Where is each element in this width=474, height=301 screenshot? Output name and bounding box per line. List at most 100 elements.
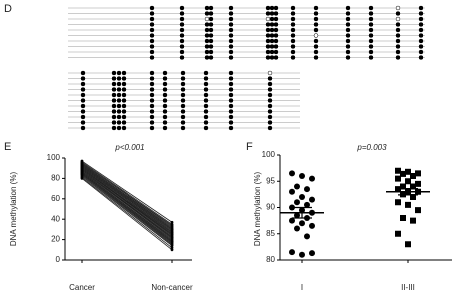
cpg-site xyxy=(116,120,122,125)
cpg-site xyxy=(269,22,275,27)
cpg-site xyxy=(313,27,319,33)
cpg-site xyxy=(395,11,401,16)
pair-line xyxy=(81,165,173,232)
point xyxy=(304,233,310,240)
cpg-site xyxy=(267,103,273,109)
cpg-site xyxy=(162,98,168,103)
cpg-site xyxy=(368,55,374,60)
cpg-site xyxy=(345,55,351,60)
cpg-site xyxy=(418,44,424,49)
pair-line xyxy=(81,174,173,244)
cpg-site xyxy=(80,81,86,87)
cpg-site xyxy=(418,55,424,60)
cpg-site xyxy=(313,16,319,22)
cpg-site xyxy=(265,5,271,11)
point xyxy=(309,250,315,257)
cpg-site xyxy=(180,92,186,98)
cpg-site xyxy=(180,87,186,92)
cpg-site xyxy=(208,5,214,11)
cpg-site xyxy=(313,5,319,11)
cpg-site xyxy=(121,70,127,76)
cpg-site xyxy=(111,109,117,114)
cpg-site xyxy=(204,11,210,16)
cpg-site xyxy=(273,27,279,33)
x-tick-label: II-III xyxy=(401,283,415,292)
cpg-site xyxy=(418,27,424,33)
cpg-site xyxy=(228,103,234,109)
cpg-site xyxy=(204,55,210,60)
cpg-site xyxy=(290,22,296,27)
cpg-site xyxy=(149,16,155,22)
cpg-site xyxy=(267,76,273,81)
y-axis-label: DNA methylation (%) xyxy=(9,172,18,247)
y-tick-label: 0 xyxy=(56,255,61,264)
cpg-site xyxy=(149,125,155,131)
cpg-site xyxy=(368,22,374,27)
point xyxy=(415,180,421,187)
cpg-site xyxy=(273,11,279,16)
cpg-site xyxy=(228,125,234,131)
cpg-site xyxy=(228,44,234,49)
y-tick-label: 80 xyxy=(51,174,60,183)
cpg-site xyxy=(111,120,117,125)
cpg-site xyxy=(208,44,214,49)
cpg-site xyxy=(368,27,374,33)
point xyxy=(309,222,315,229)
pair-line xyxy=(81,161,173,225)
cpg-site xyxy=(149,87,155,92)
cpg-site xyxy=(269,44,275,49)
cpg-site xyxy=(111,87,117,92)
cpg-site xyxy=(228,81,234,87)
cpg-site xyxy=(116,81,122,87)
point xyxy=(395,199,401,206)
cpg-site xyxy=(269,11,275,16)
point xyxy=(410,183,416,190)
pair-line xyxy=(81,171,173,241)
cpg-site xyxy=(179,44,185,49)
panel-label: F xyxy=(246,141,253,153)
cpg-site xyxy=(273,55,279,60)
cpg-site xyxy=(313,49,319,55)
cpg-site xyxy=(203,109,209,114)
cpg-site xyxy=(265,38,271,44)
pair-line xyxy=(81,176,173,247)
cpg-site xyxy=(228,55,234,60)
cpg-site xyxy=(80,87,86,92)
pair-line xyxy=(81,172,173,242)
cpg-site xyxy=(80,76,86,81)
cpg-site xyxy=(116,87,122,92)
cpg-site xyxy=(203,87,209,92)
cpg-site xyxy=(162,120,168,125)
cpg-site xyxy=(345,27,351,33)
cpg-site xyxy=(368,38,374,44)
cpg-site xyxy=(418,11,424,16)
cpg-site xyxy=(179,55,185,60)
cpg-site xyxy=(149,98,155,103)
x-tick-label: I xyxy=(301,283,303,292)
cpg-site xyxy=(149,114,155,120)
cpg-site xyxy=(121,87,127,92)
cpg-site xyxy=(208,38,214,44)
cpg-site xyxy=(162,92,168,98)
y-tick-label: 60 xyxy=(51,194,60,203)
cpg-site xyxy=(273,38,279,44)
cpg-site xyxy=(418,49,424,55)
pair-line xyxy=(81,160,173,223)
cpg-site xyxy=(208,49,214,55)
cpg-site xyxy=(149,44,155,49)
pair-line xyxy=(81,162,173,227)
cpg-site xyxy=(265,27,271,33)
cpg-site xyxy=(80,92,86,98)
cpg-site xyxy=(203,120,209,125)
cpg-site xyxy=(149,70,155,76)
y-tick-label: 80 xyxy=(266,255,275,264)
point xyxy=(299,173,305,179)
cpg-site xyxy=(208,33,214,38)
cpg-site xyxy=(228,27,234,33)
cpg-site xyxy=(273,33,279,38)
cpg-site xyxy=(265,55,271,60)
cpg-site xyxy=(116,98,122,103)
point xyxy=(170,248,174,252)
cpg-site xyxy=(179,33,185,38)
